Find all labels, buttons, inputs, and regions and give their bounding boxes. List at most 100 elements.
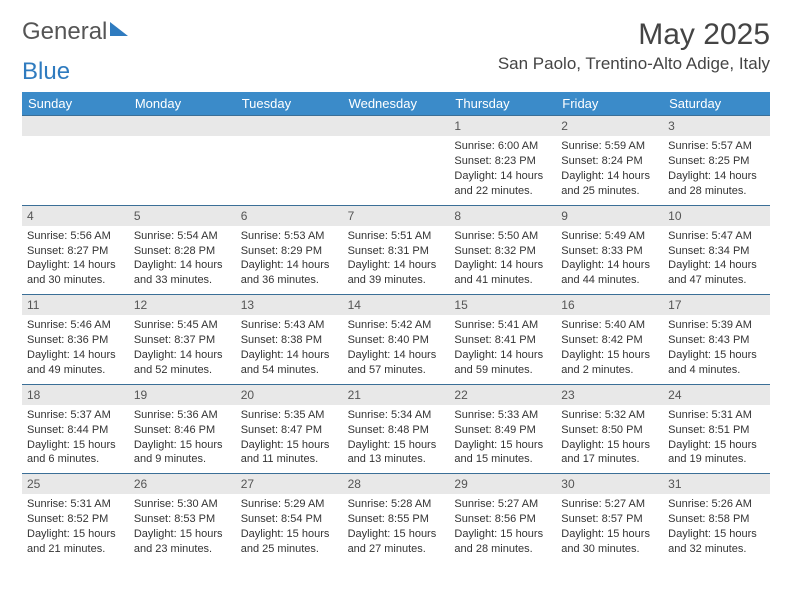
daylight-text: Daylight: 15 hours [668,527,765,542]
day-number: 3 [663,116,770,136]
daylight-text: Daylight: 14 hours [668,169,765,184]
day-header: Saturday [663,92,770,115]
sunrise-text: Sunrise: 5:30 AM [134,497,231,512]
day-header: Friday [556,92,663,115]
sunset-text: Sunset: 8:46 PM [134,423,231,438]
sunset-text: Sunset: 8:54 PM [241,512,338,527]
daylight-text: and 15 minutes. [454,452,551,467]
day-number [129,116,236,136]
day-cell: 23Sunrise: 5:32 AMSunset: 8:50 PMDayligh… [556,385,663,474]
day-cell: 30 Sunrise: 5:27 AMSunset: 8:57 PMDayligh… [556,474,663,563]
day-cell: 16Sunrise: 5:40 AMSunset: 8:42 PMDayligh… [556,295,663,384]
daylight-text: Daylight: 14 hours [668,258,765,273]
calendar: Sunday Monday Tuesday Wednesday Thursday… [22,92,770,563]
daylight-text: and 52 minutes. [134,363,231,378]
sunset-text: Sunset: 8:34 PM [668,244,765,259]
day-number: 4 [22,206,129,226]
daylight-text: Daylight: 15 hours [27,527,124,542]
day-info: Sunrise: 5:36 AMSunset: 8:46 PMDaylight:… [133,408,232,467]
day-number: 6 [236,206,343,226]
day-cell [129,116,236,205]
sunrise-text: Sunrise: 5:46 AM [27,318,124,333]
sunrise-text: Sunrise: 5:33 AM [454,408,551,423]
day-header: Monday [129,92,236,115]
daylight-text: Daylight: 15 hours [134,438,231,453]
daylight-text: Daylight: 14 hours [134,258,231,273]
daylight-text: Daylight: 15 hours [348,438,445,453]
week-row: 1Sunrise: 6:00 AMSunset: 8:23 PMDaylight… [22,115,770,205]
day-number: 29 [449,474,556,494]
day-info: Sunrise: 5:49 AMSunset: 8:33 PMDaylight:… [560,229,659,288]
sunset-text: Sunset: 8:47 PM [241,423,338,438]
sunrise-text: Sunrise: 5:35 AM [241,408,338,423]
daylight-text: Daylight: 14 hours [454,348,551,363]
month-title: May 2025 [498,18,770,52]
day-cell: 31Sunrise: 5:26 AMSunset: 8:58 PMDayligh… [663,474,770,563]
day-number: 30 [556,474,663,494]
sunset-text: Sunset: 8:51 PM [668,423,765,438]
day-cell: 6 Sunrise: 5:53 AMSunset: 8:29 PMDaylight… [236,206,343,295]
day-number: 14 [343,295,450,315]
day-info: Sunrise: 5:27 AMSunset: 8:57 PMDaylight:… [560,497,659,556]
day-info: Sunrise: 5:56 AMSunset: 8:27 PMDaylight:… [26,229,125,288]
day-info: Sunrise: 5:41 AMSunset: 8:41 PMDaylight:… [453,318,552,377]
week-row: 25Sunrise: 5:31 AMSunset: 8:52 PMDayligh… [22,473,770,563]
daylight-text: and 4 minutes. [668,363,765,378]
daylight-text: Daylight: 15 hours [241,527,338,542]
sunset-text: Sunset: 8:33 PM [561,244,658,259]
day-number: 5 [129,206,236,226]
sunset-text: Sunset: 8:38 PM [241,333,338,348]
daylight-text: and 44 minutes. [561,273,658,288]
daylight-text: Daylight: 15 hours [348,527,445,542]
day-number: 18 [22,385,129,405]
daylight-text: and 25 minutes. [241,542,338,557]
sunrise-text: Sunrise: 5:42 AM [348,318,445,333]
sunrise-text: Sunrise: 5:59 AM [561,139,658,154]
sunrise-text: Sunrise: 5:36 AM [134,408,231,423]
daylight-text: Daylight: 14 hours [348,258,445,273]
day-header: Tuesday [236,92,343,115]
sunset-text: Sunset: 8:52 PM [27,512,124,527]
day-info: Sunrise: 5:54 AMSunset: 8:28 PMDaylight:… [133,229,232,288]
sunset-text: Sunset: 8:32 PM [454,244,551,259]
day-cell: 5 Sunrise: 5:54 AMSunset: 8:28 PMDaylight… [129,206,236,295]
daylight-text: and 41 minutes. [454,273,551,288]
sunset-text: Sunset: 8:55 PM [348,512,445,527]
day-info: Sunrise: 5:47 AMSunset: 8:34 PMDaylight:… [667,229,766,288]
day-number: 13 [236,295,343,315]
day-cell: 10 Sunrise: 5:47 AMSunset: 8:34 PMDayligh… [663,206,770,295]
sunrise-text: Sunrise: 5:51 AM [348,229,445,244]
daylight-text: Daylight: 15 hours [561,348,658,363]
day-info: Sunrise: 5:27 AMSunset: 8:56 PMDaylight:… [453,497,552,556]
daylight-text: and 39 minutes. [348,273,445,288]
sunset-text: Sunset: 8:25 PM [668,154,765,169]
weeks-container: 1Sunrise: 6:00 AMSunset: 8:23 PMDaylight… [22,115,770,563]
day-info: Sunrise: 5:53 AMSunset: 8:29 PMDaylight:… [240,229,339,288]
day-cell: 7Sunrise: 5:51 AMSunset: 8:31 PMDaylight… [343,206,450,295]
daylight-text: Daylight: 14 hours [241,348,338,363]
daylight-text: Daylight: 14 hours [27,258,124,273]
day-cell: 19Sunrise: 5:36 AMSunset: 8:46 PMDayligh… [129,385,236,474]
day-number: 10 [663,206,770,226]
week-row: 11Sunrise: 5:46 AMSunset: 8:36 PMDayligh… [22,294,770,384]
day-info: Sunrise: 5:50 AMSunset: 8:32 PMDaylight:… [453,229,552,288]
day-number: 15 [449,295,556,315]
daylight-text: and 59 minutes. [454,363,551,378]
sunrise-text: Sunrise: 5:32 AM [561,408,658,423]
day-number: 17 [663,295,770,315]
daylight-text: and 13 minutes. [348,452,445,467]
day-number [343,116,450,136]
sunrise-text: Sunrise: 5:47 AM [668,229,765,244]
day-number: 1 [449,116,556,136]
daylight-text: and 30 minutes. [27,273,124,288]
sunset-text: Sunset: 8:23 PM [454,154,551,169]
daylight-text: and 11 minutes. [241,452,338,467]
daylight-text: and 25 minutes. [561,184,658,199]
daylight-text: Daylight: 14 hours [454,169,551,184]
day-cell: 11Sunrise: 5:46 AMSunset: 8:36 PMDayligh… [22,295,129,384]
week-row: 4 Sunrise: 5:56 AMSunset: 8:27 PMDaylight… [22,205,770,295]
day-cell: 13Sunrise: 5:43 AMSunset: 8:38 PMDayligh… [236,295,343,384]
day-cell [22,116,129,205]
day-number: 22 [449,385,556,405]
sunset-text: Sunset: 8:56 PM [454,512,551,527]
